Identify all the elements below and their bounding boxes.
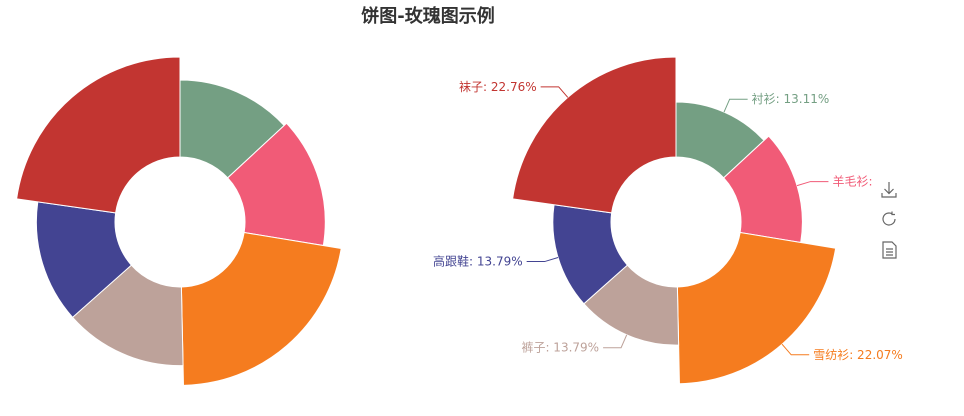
- pie-chart-standard: [16, 56, 342, 386]
- data-view-icon[interactable]: [882, 241, 897, 259]
- pie-slice[interactable]: [16, 56, 181, 214]
- pie-slice[interactable]: [512, 56, 677, 214]
- label-line: [540, 86, 569, 98]
- label-line: [723, 98, 748, 113]
- label-line: [526, 257, 559, 263]
- label-line: [781, 343, 810, 356]
- label-line: [603, 334, 628, 349]
- pie-slice[interactable]: [180, 231, 342, 386]
- slice-label: 羊毛衫:: [832, 174, 872, 189]
- toolbox: [881, 182, 897, 259]
- slice-label: 裤子: 13.79%: [521, 341, 599, 355]
- slice-label: 袜子: 22.76%: [459, 80, 537, 94]
- label-line: [796, 181, 829, 187]
- chart-title: 饼图-玫瑰图示例: [361, 5, 494, 27]
- pie-chart-rose: 衬衫: 13.11% 羊毛衫: 雪纺衫: 22.07% 裤子: 13.79% 高跟鞋:…: [433, 56, 903, 385]
- refresh-icon[interactable]: [882, 211, 896, 226]
- pie-slice[interactable]: [676, 231, 837, 385]
- slice-label: 雪纺衫: 22.07%: [813, 348, 903, 362]
- pie-slice[interactable]: [226, 122, 326, 247]
- slice-label: 衬衫: 13.11%: [752, 92, 830, 106]
- download-icon[interactable]: [881, 182, 897, 198]
- slice-label: 高跟鞋: 13.79%: [433, 254, 523, 269]
